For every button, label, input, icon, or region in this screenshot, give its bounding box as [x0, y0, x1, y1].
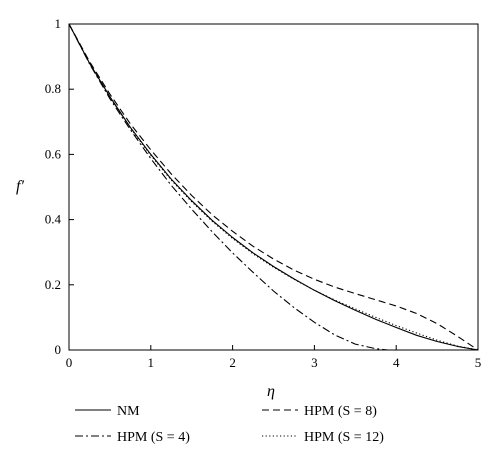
legend-label: HPM (S = 8) [304, 404, 377, 419]
y-axis-label: f′ [16, 178, 24, 195]
legend: NM HPM (S = 4) HPM (S = 8) HPM (S = 12) [75, 404, 384, 445]
x-tick-label: 3 [311, 355, 318, 370]
axis-ticks: 0 1 2 3 4 5 0 0.2 0.4 0.6 0.8 1 [45, 16, 482, 370]
series-line-4 [68, 23, 479, 351]
y-tick-label: 1 [55, 16, 62, 31]
x-axis-label: η [267, 383, 275, 400]
series-line-2 [68, 23, 389, 351]
plot-frame [68, 23, 479, 351]
y-tick-label: 0.2 [45, 277, 61, 292]
x-tick-label: 1 [148, 355, 155, 370]
legend-label: NM [117, 404, 140, 419]
x-tick-label: 0 [66, 355, 73, 370]
plot-axes [68, 23, 479, 351]
legend-label: HPM (S = 4) [117, 430, 190, 445]
series-line-1 [68, 23, 479, 351]
x-tick-label: 5 [475, 355, 482, 370]
x-tick-label: 4 [393, 355, 400, 370]
x-tick-label: 2 [229, 355, 236, 370]
y-tick-label: 0.6 [45, 146, 62, 161]
legend-label: HPM (S = 12) [304, 430, 384, 445]
series-line-3 [68, 23, 479, 351]
series-lines [68, 23, 479, 351]
y-tick-label: 0 [55, 342, 62, 357]
y-tick-label: 0.4 [45, 212, 62, 227]
y-tick-label: 0.8 [45, 81, 61, 96]
